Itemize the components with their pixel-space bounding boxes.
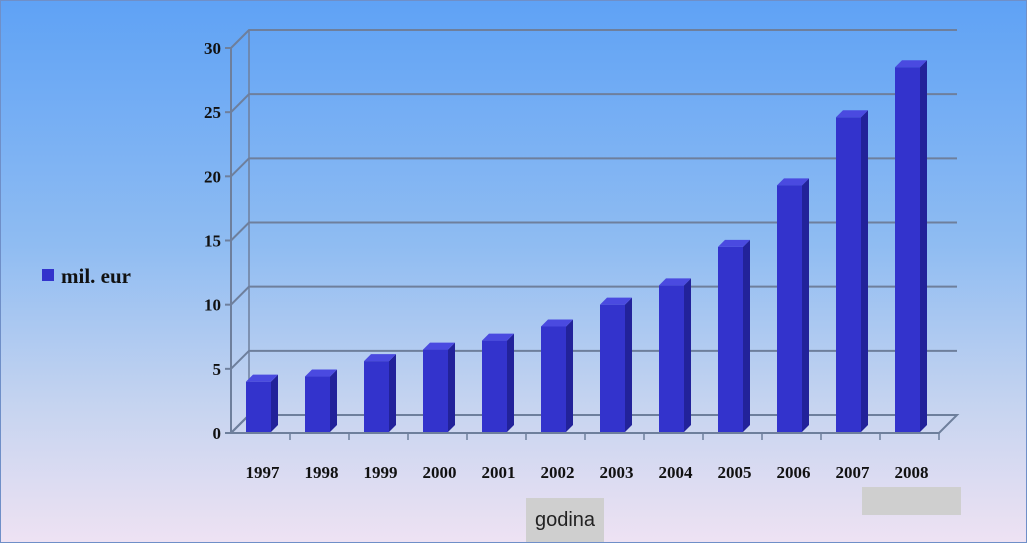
bar-side [802,178,809,432]
bar-top [305,369,337,377]
x-tick-label: 2006 [777,463,811,482]
bar-2002 [541,319,573,432]
bar-top [364,354,396,362]
bar-side [743,239,750,432]
x-tick-label: 2003 [600,463,634,482]
bar-top [246,374,278,382]
y-tick-label: 15 [204,232,221,251]
x-tick-label: 2004 [659,463,694,482]
bar-side [625,297,632,432]
bar-front [246,381,271,432]
bar-2007 [836,110,868,433]
gridline [230,93,957,113]
bar-1997 [246,374,278,432]
bar-front [541,326,566,432]
bar-top [482,333,514,341]
bar-side [566,319,573,432]
bar-front [777,185,802,432]
x-tick-label: 2008 [895,463,929,482]
bar-side [684,278,691,432]
grey-box [862,487,961,515]
x-tick-label: 1999 [364,463,398,482]
bar-front [482,340,507,432]
x-tick-label: 2005 [718,463,752,482]
bar-side [920,60,927,432]
bar-1998 [305,369,337,432]
bar-top [423,342,455,350]
x-tick-label: 2002 [541,463,575,482]
bar-side [330,369,337,432]
legend-label: mil. eur [61,264,131,288]
y-tick-label: 25 [204,103,221,122]
bar-front [423,349,448,432]
bar-1999 [364,354,396,432]
x-tick-label: 2001 [482,463,516,482]
bar-side [448,342,455,432]
bar-side [271,374,278,432]
bar-top [718,239,750,247]
bar-2006 [777,178,809,432]
x-tick-label: 2007 [836,463,871,482]
y-tick-label: 0 [213,424,222,443]
bar-2005 [718,239,750,432]
bar-side [389,354,396,432]
xlabel-box [526,498,604,542]
bar-front [364,361,389,432]
bar-2003 [600,297,632,432]
bar-top [659,278,691,286]
legend-swatch [42,269,54,281]
x-axis-title: godina [535,509,596,531]
bar-top [541,319,573,327]
y-tick-label: 30 [204,39,221,58]
bar-side [861,110,868,433]
bar-top [600,297,632,305]
gridline [230,29,957,49]
bar-2001 [482,333,514,432]
x-tick-label: 2000 [423,463,457,482]
y-tick-label: 20 [204,167,221,186]
bar-front [600,304,625,432]
bar-top [777,178,809,186]
bar-front [718,246,743,432]
bar-2008 [895,60,927,432]
bar-front [305,376,330,432]
bar-top [895,60,927,68]
y-tick-label: 5 [213,360,222,379]
bar-2000 [423,342,455,432]
bar-front [659,285,684,432]
bar-front [895,67,920,432]
x-tick-label: 1997 [246,463,281,482]
bar-2004 [659,278,691,432]
y-tick-label: 10 [204,296,221,315]
bar-front [836,117,861,433]
x-tick-label: 1998 [305,463,339,482]
bar-top [836,110,868,118]
bar-side [507,333,514,432]
